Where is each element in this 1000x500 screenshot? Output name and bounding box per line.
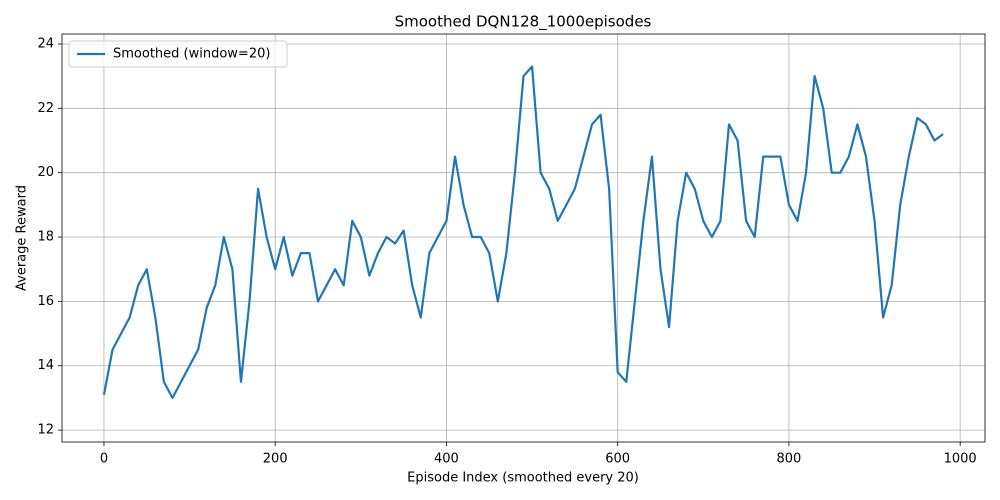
x-tick-label: 800 [777, 452, 802, 467]
y-tick-label: 14 [37, 358, 54, 373]
chart-title: Smoothed DQN128_1000episodes [395, 13, 652, 32]
y-tick-label: 22 [37, 101, 54, 116]
x-tick-label: 200 [263, 452, 288, 467]
data-line [102, 65, 944, 400]
y-tick-label: 20 [37, 165, 54, 180]
x-tick-label: 400 [434, 452, 459, 467]
legend-label: Smoothed (window=20) [113, 47, 270, 62]
y-tick-label: 24 [37, 36, 54, 51]
x-tick-label: 1000 [944, 452, 977, 467]
x-tick-label: 600 [605, 452, 630, 467]
y-tick-label: 16 [37, 294, 54, 309]
y-tick-label: 12 [37, 423, 54, 438]
y-axis-label: Average Reward [15, 185, 30, 291]
x-axis-label: Episode Index (smoothed every 20) [407, 471, 639, 486]
x-tick-label: 0 [100, 452, 108, 467]
plot-frame [61, 33, 986, 443]
y-tick-label: 18 [37, 230, 54, 245]
legend-box [68, 40, 288, 68]
